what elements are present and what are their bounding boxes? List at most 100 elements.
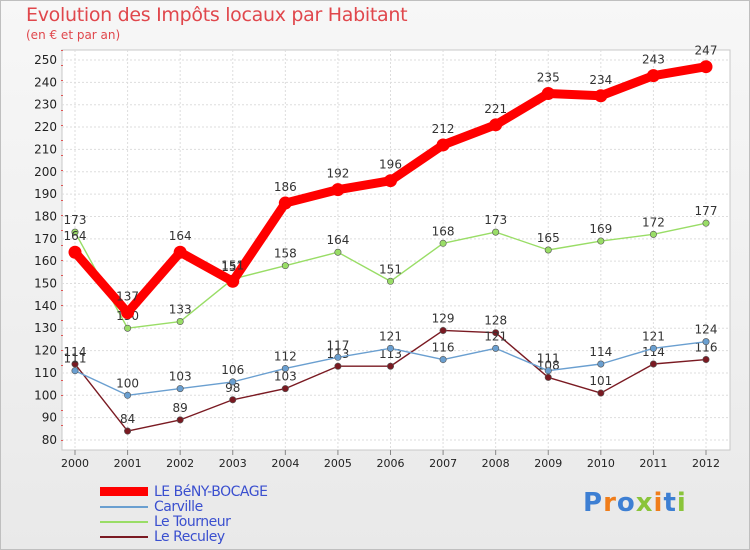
data-point bbox=[278, 196, 292, 210]
data-label: 164 bbox=[169, 229, 192, 243]
data-point bbox=[541, 87, 555, 101]
x-tick-label: 2011 bbox=[639, 457, 667, 470]
y-tick-label: 190 bbox=[34, 187, 57, 201]
data-point bbox=[281, 385, 289, 393]
data-label: 121 bbox=[642, 329, 665, 343]
logo-letter: t bbox=[663, 488, 677, 518]
x-tick-label: 2002 bbox=[166, 457, 194, 470]
data-point bbox=[71, 228, 79, 236]
legend-item: LE BéNY-BOCAGE bbox=[100, 483, 268, 500]
data-point bbox=[594, 89, 608, 103]
data-label: 84 bbox=[120, 412, 135, 426]
data-label: 212 bbox=[432, 122, 455, 136]
y-tick-label: 220 bbox=[34, 120, 57, 134]
data-point bbox=[124, 427, 132, 435]
data-label: 103 bbox=[274, 370, 297, 384]
data-label: 114 bbox=[589, 345, 612, 359]
legend-item: Le Reculey bbox=[100, 529, 267, 544]
data-point bbox=[597, 360, 605, 368]
data-label: 128 bbox=[484, 314, 507, 328]
data-point bbox=[439, 239, 447, 247]
data-label: 164 bbox=[64, 229, 87, 243]
data-point bbox=[649, 360, 657, 368]
x-tick-label: 2003 bbox=[219, 457, 247, 470]
data-label: 133 bbox=[169, 303, 192, 317]
data-label: 121 bbox=[484, 329, 507, 343]
logo-letter: o bbox=[616, 488, 636, 518]
data-label: 168 bbox=[432, 224, 455, 238]
data-label: 235 bbox=[537, 71, 560, 85]
data-label: 114 bbox=[64, 345, 87, 359]
data-label: 116 bbox=[695, 341, 718, 355]
data-point bbox=[492, 344, 500, 352]
logo-letter: P bbox=[583, 488, 604, 518]
data-point bbox=[71, 360, 79, 368]
data-label: 112 bbox=[274, 349, 297, 363]
data-label: 117 bbox=[326, 338, 349, 352]
data-point bbox=[597, 237, 605, 245]
chart-legend: LE BéNY-BOCAGE Carville Le Tourneur Le Recu… bbox=[100, 483, 268, 544]
data-point bbox=[334, 353, 342, 361]
data-label: 89 bbox=[173, 401, 188, 415]
data-label: 121 bbox=[379, 329, 402, 343]
logo-letter: i bbox=[653, 488, 664, 518]
data-point bbox=[439, 356, 447, 364]
data-label: 101 bbox=[589, 374, 612, 388]
data-point bbox=[281, 262, 289, 270]
data-label: 165 bbox=[537, 231, 560, 245]
data-label: 151 bbox=[379, 262, 402, 276]
chart-title: Evolution des Impôts locaux par Habitant bbox=[26, 4, 408, 26]
data-point bbox=[229, 378, 237, 386]
data-label: 164 bbox=[326, 233, 349, 247]
data-label: 177 bbox=[695, 204, 718, 218]
data-point bbox=[226, 274, 240, 288]
legend-label: Le Reculey bbox=[154, 528, 225, 545]
legend-label: LE BéNY-BOCAGE bbox=[154, 483, 268, 500]
data-point bbox=[597, 389, 605, 397]
x-tick-label: 2008 bbox=[482, 457, 510, 470]
data-point bbox=[176, 318, 184, 326]
y-tick-label: 160 bbox=[34, 254, 57, 268]
logo-letter: x bbox=[635, 488, 654, 518]
data-label: 103 bbox=[169, 370, 192, 384]
data-point bbox=[646, 69, 660, 83]
data-point bbox=[492, 228, 500, 236]
data-point bbox=[702, 338, 710, 346]
data-label: 113 bbox=[379, 347, 402, 361]
x-tick-label: 2000 bbox=[61, 457, 89, 470]
y-tick-label: 250 bbox=[34, 53, 57, 67]
data-point bbox=[68, 245, 82, 259]
data-label: 129 bbox=[432, 311, 455, 325]
chart-subtitle: (en € et par an) bbox=[26, 28, 121, 42]
data-label: 173 bbox=[64, 213, 87, 227]
proxiti-logo: Proxiti bbox=[583, 488, 687, 518]
data-point bbox=[124, 324, 132, 332]
data-point bbox=[699, 60, 713, 74]
legend-swatch bbox=[100, 520, 148, 523]
data-label: 196 bbox=[379, 158, 402, 172]
data-label: 192 bbox=[326, 167, 349, 181]
x-tick-label: 2004 bbox=[271, 457, 299, 470]
x-tick-label: 2006 bbox=[377, 457, 405, 470]
y-tick-label: 170 bbox=[34, 232, 57, 246]
plot-area bbox=[61, 49, 731, 451]
data-point bbox=[173, 245, 187, 259]
data-label: 111 bbox=[537, 352, 560, 366]
data-point bbox=[492, 329, 500, 337]
data-label: 114 bbox=[642, 345, 665, 359]
data-point bbox=[439, 326, 447, 334]
data-point bbox=[436, 138, 450, 152]
data-label: 111 bbox=[64, 352, 87, 366]
data-label: 234 bbox=[589, 73, 612, 87]
y-tick-label: 80 bbox=[42, 433, 57, 447]
data-label: 137 bbox=[116, 290, 139, 304]
data-point bbox=[121, 306, 135, 320]
data-label: 100 bbox=[116, 376, 139, 390]
y-tick-label: 210 bbox=[34, 142, 57, 156]
x-tick-label: 2009 bbox=[534, 457, 562, 470]
data-point bbox=[334, 362, 342, 370]
logo-letter: i bbox=[676, 488, 687, 518]
data-point bbox=[281, 364, 289, 372]
data-point bbox=[702, 356, 710, 364]
